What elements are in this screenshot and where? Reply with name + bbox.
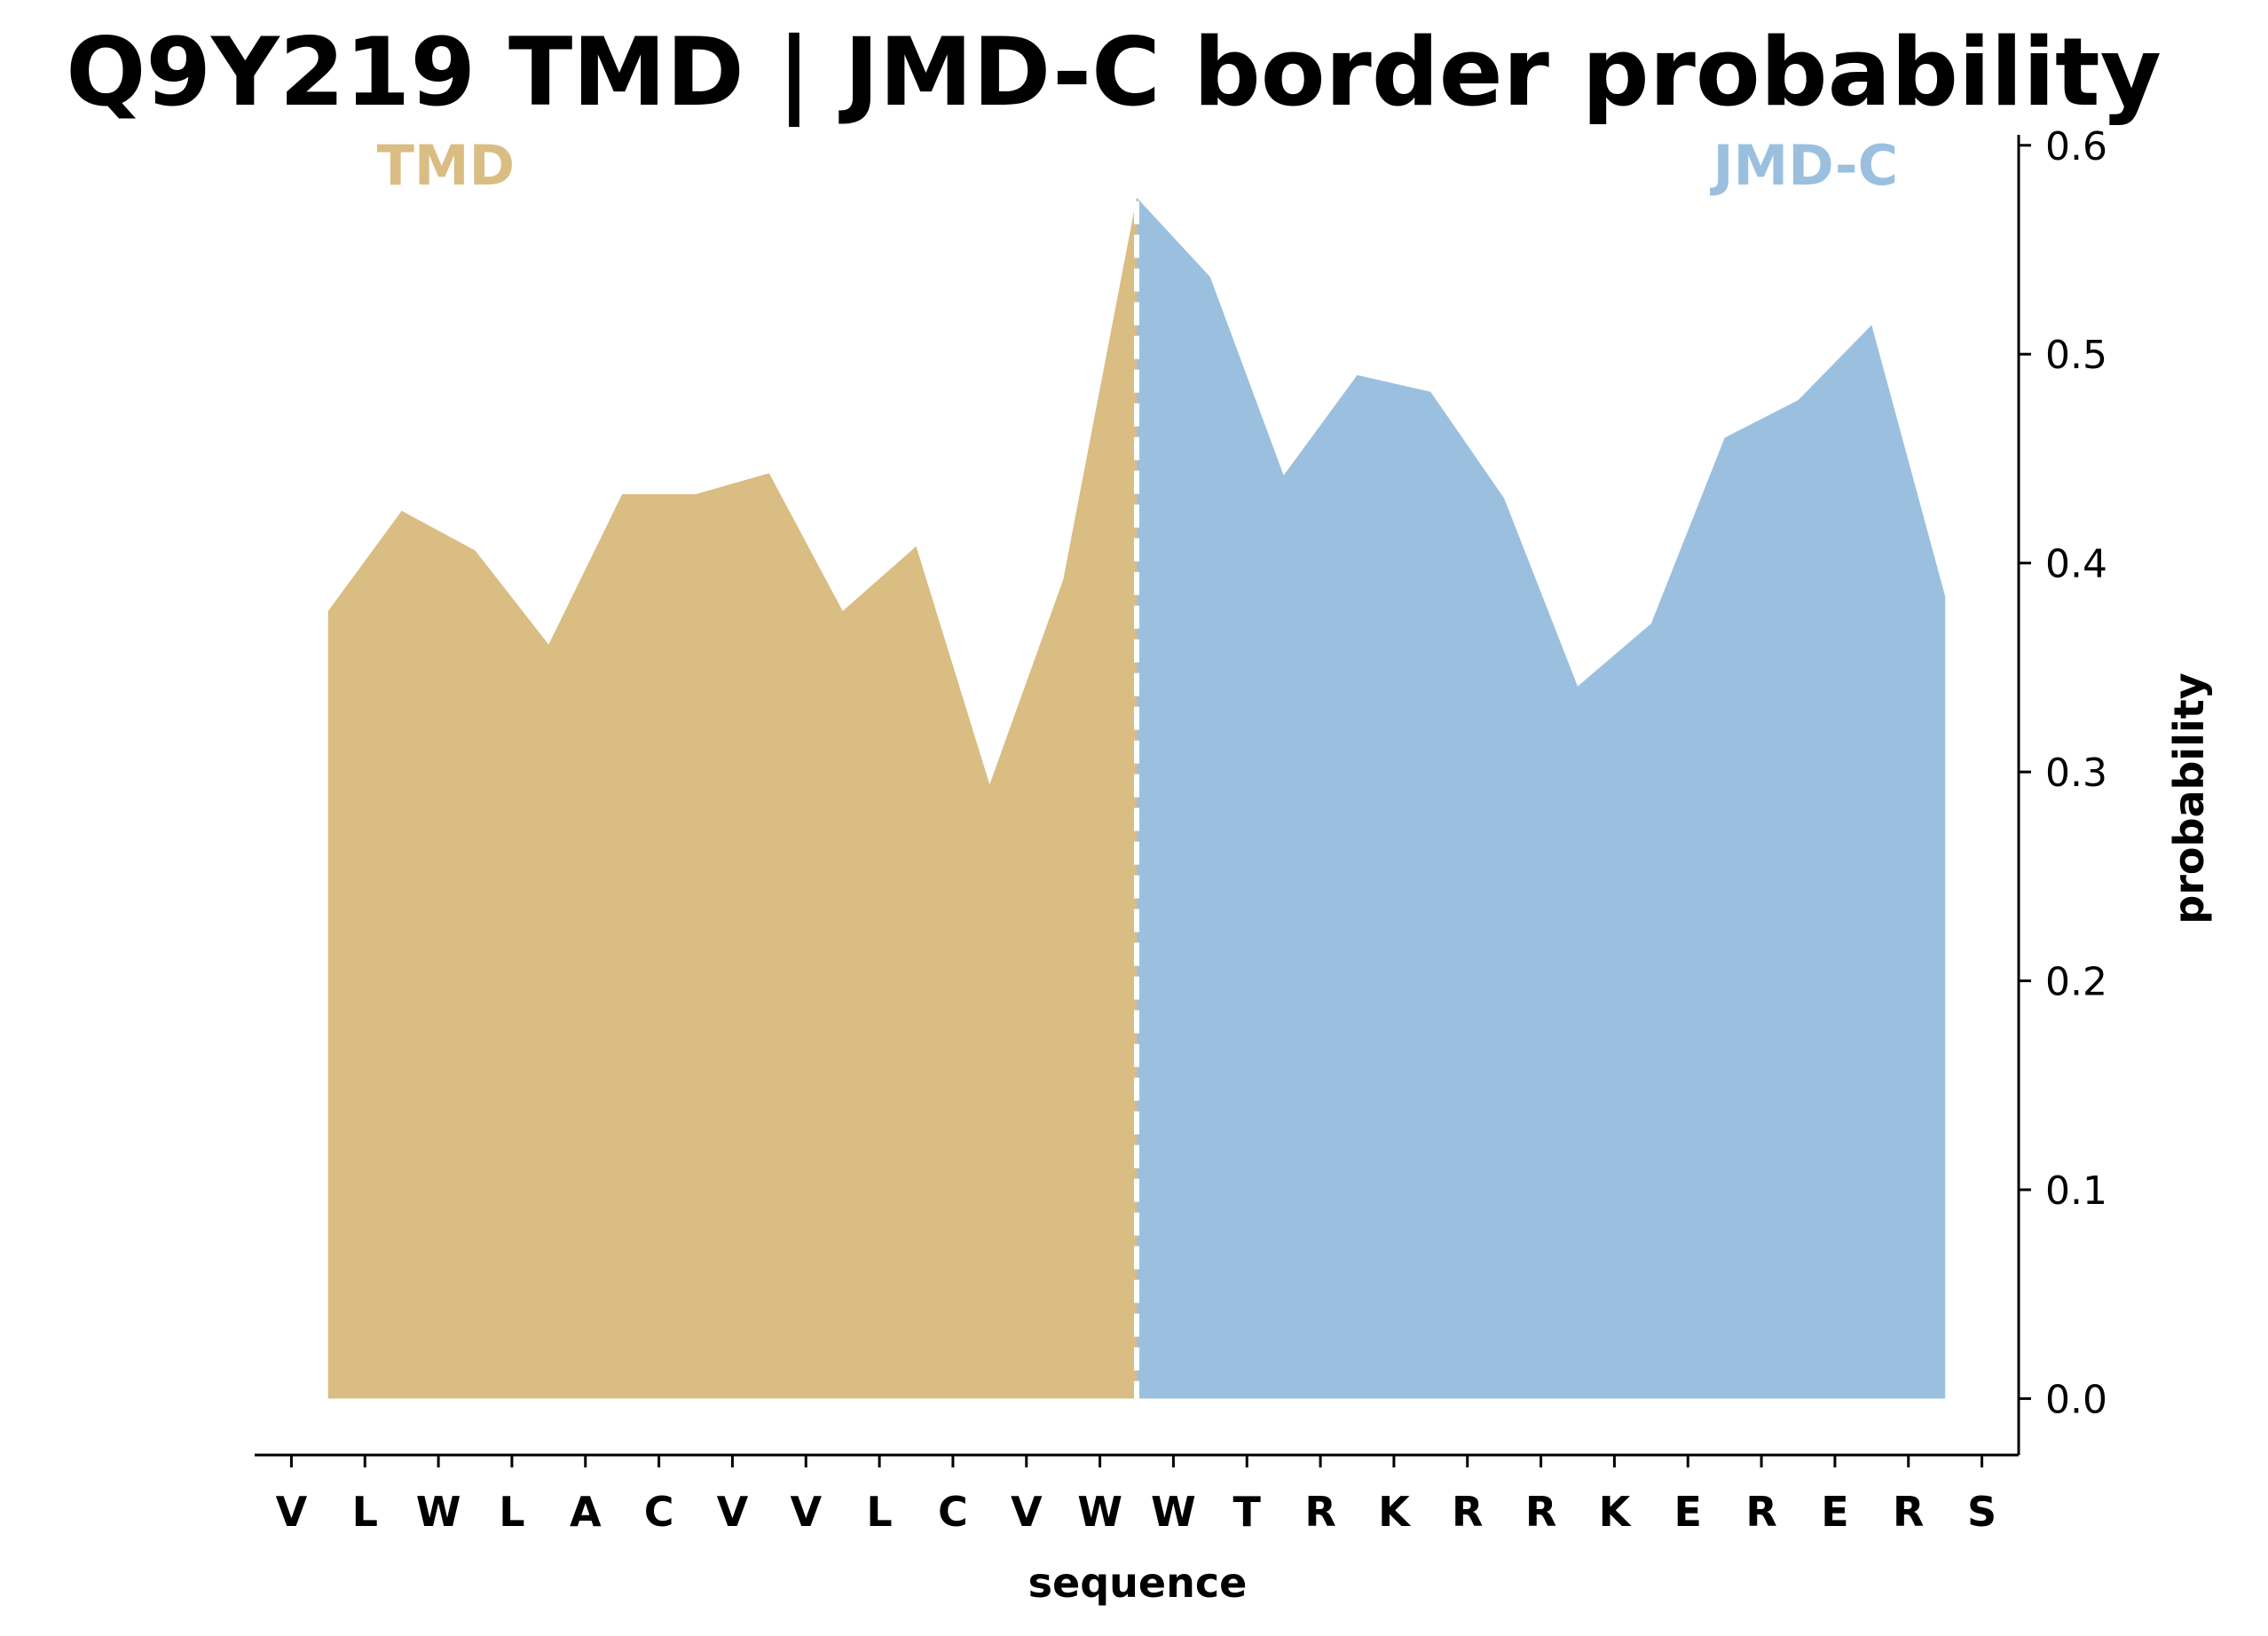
x-tick-label: K xyxy=(1599,1488,1633,1536)
y-tick-label: 0.4 xyxy=(2045,542,2107,587)
x-tick-label: W xyxy=(416,1488,461,1536)
x-tick-label: E xyxy=(1674,1488,1702,1536)
x-tick-label: T xyxy=(1233,1488,1262,1536)
x-tick-label: L xyxy=(352,1488,378,1536)
x-tick-label: W xyxy=(1077,1488,1122,1536)
area-jmd-c-series xyxy=(1137,197,1946,1399)
x-tick-label: L xyxy=(866,1488,892,1536)
area-tmd-series xyxy=(327,197,1137,1399)
x-tick-label: W xyxy=(1151,1488,1196,1536)
x-tick-label: K xyxy=(1378,1488,1412,1536)
region-label-jmd-c: JMD-C xyxy=(1709,133,1898,198)
x-tick-label: L xyxy=(499,1488,524,1536)
x-tick-label: E xyxy=(1821,1488,1848,1536)
y-axis-label: probability xyxy=(2165,672,2213,924)
y-tick-group: 0.0 0.1 0.2 0.3 0.4 0.5 0.6 xyxy=(2019,124,2107,1422)
x-tick-label: C xyxy=(644,1488,674,1536)
region-label-group: TMD JMD-C xyxy=(377,133,1898,198)
area-series-group xyxy=(327,197,1946,1399)
x-tick-label: R xyxy=(1525,1488,1556,1536)
x-axis-label: sequence xyxy=(1028,1559,1248,1607)
x-tick-label: V xyxy=(1011,1488,1043,1536)
y-tick-label: 0.2 xyxy=(2045,960,2107,1005)
x-tick-label: R xyxy=(1893,1488,1924,1536)
y-tick-label: 0.1 xyxy=(2045,1168,2107,1214)
region-label-tmd: TMD xyxy=(377,133,515,198)
y-tick-label: 0.6 xyxy=(2045,124,2107,169)
x-tick-label: C xyxy=(938,1488,968,1536)
x-tick-label: V xyxy=(717,1488,749,1536)
x-tick-label: V xyxy=(790,1488,822,1536)
x-tick-label: R xyxy=(1304,1488,1335,1536)
x-tick-label: A xyxy=(570,1488,602,1536)
x-tick-label: R xyxy=(1452,1488,1483,1536)
y-tick-label: 0.5 xyxy=(2045,333,2107,378)
x-tick-label: S xyxy=(1967,1488,1996,1536)
x-tick-label: R xyxy=(1745,1488,1776,1536)
chart-title: Q9Y219 TMD | JMD-C border probability xyxy=(66,18,2162,128)
y-tick-label: 0.3 xyxy=(2045,751,2107,796)
y-tick-label: 0.0 xyxy=(2045,1377,2107,1422)
x-tick-label: V xyxy=(276,1488,308,1536)
